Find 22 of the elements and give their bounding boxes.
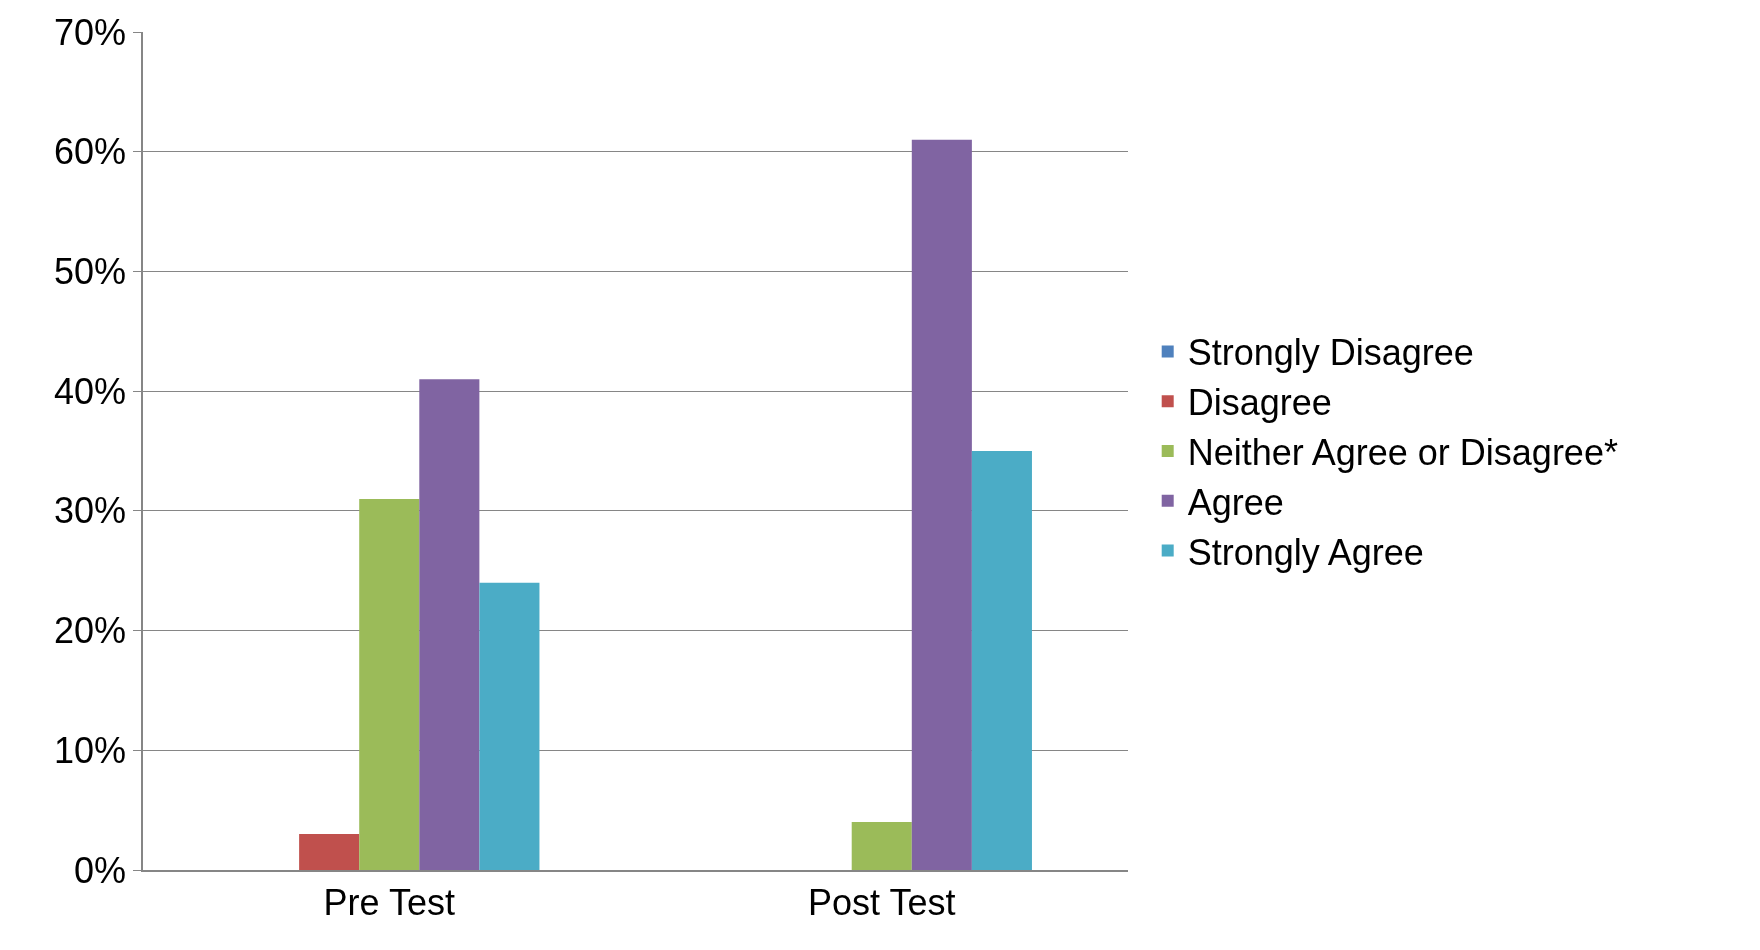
bar xyxy=(971,451,1032,870)
y-tick-label: 40% xyxy=(53,370,127,412)
y-tick-label: 0% xyxy=(74,849,127,891)
legend-label: Disagree xyxy=(1187,382,1332,424)
y-tick-label: 10% xyxy=(53,729,127,771)
legend-label: Neither Agree or Disagree* xyxy=(1187,432,1618,474)
x-tick-label: Post Test xyxy=(808,881,956,923)
y-tick-label: 50% xyxy=(53,251,127,293)
bar xyxy=(911,139,972,870)
bar xyxy=(359,498,420,870)
y-tick-label: 70% xyxy=(53,11,127,53)
bar xyxy=(419,379,480,870)
y-tick-label: 60% xyxy=(53,131,127,173)
x-tick-label: Pre Test xyxy=(323,881,455,923)
bar xyxy=(299,834,360,870)
bar xyxy=(479,582,540,870)
y-tick-label: 20% xyxy=(53,610,127,652)
bar xyxy=(851,822,912,870)
legend-label: Agree xyxy=(1187,481,1284,523)
legend-label: Strongly Disagree xyxy=(1187,332,1474,374)
legend-label: Strongly Agree xyxy=(1187,531,1424,573)
y-tick-label: 30% xyxy=(53,490,127,532)
